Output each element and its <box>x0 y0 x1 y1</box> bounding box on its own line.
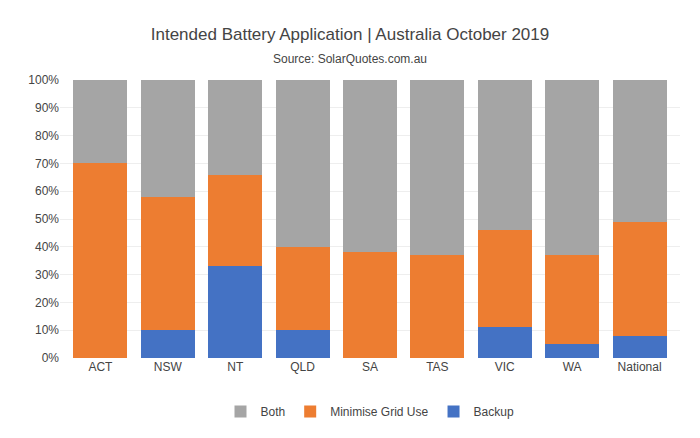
svg-text:TAS: TAS <box>426 360 448 374</box>
svg-text:Both: Both <box>261 405 286 419</box>
svg-text:100%: 100% <box>28 73 59 87</box>
svg-text:WA: WA <box>563 360 582 374</box>
svg-text:Minimise Grid Use: Minimise Grid Use <box>330 405 428 419</box>
svg-text:50%: 50% <box>35 212 59 226</box>
svg-text:70%: 70% <box>35 157 59 171</box>
svg-text:80%: 80% <box>35 129 59 143</box>
svg-text:VIC: VIC <box>495 360 515 374</box>
svg-text:Intended Battery Application |: Intended Battery Application | Australia… <box>151 25 550 44</box>
svg-text:National: National <box>618 360 662 374</box>
svg-text:Backup: Backup <box>474 405 514 419</box>
svg-text:Source: SolarQuotes.com.au: Source: SolarQuotes.com.au <box>273 52 427 66</box>
svg-text:ACT: ACT <box>88 360 113 374</box>
svg-text:SA: SA <box>362 360 378 374</box>
svg-text:0%: 0% <box>42 351 60 365</box>
svg-text:NSW: NSW <box>154 360 183 374</box>
svg-text:90%: 90% <box>35 101 59 115</box>
svg-text:60%: 60% <box>35 184 59 198</box>
svg-text:40%: 40% <box>35 240 59 254</box>
svg-text:NT: NT <box>227 360 244 374</box>
svg-text:30%: 30% <box>35 268 59 282</box>
svg-text:20%: 20% <box>35 296 59 310</box>
svg-text:10%: 10% <box>35 323 59 337</box>
svg-text:QLD: QLD <box>290 360 315 374</box>
